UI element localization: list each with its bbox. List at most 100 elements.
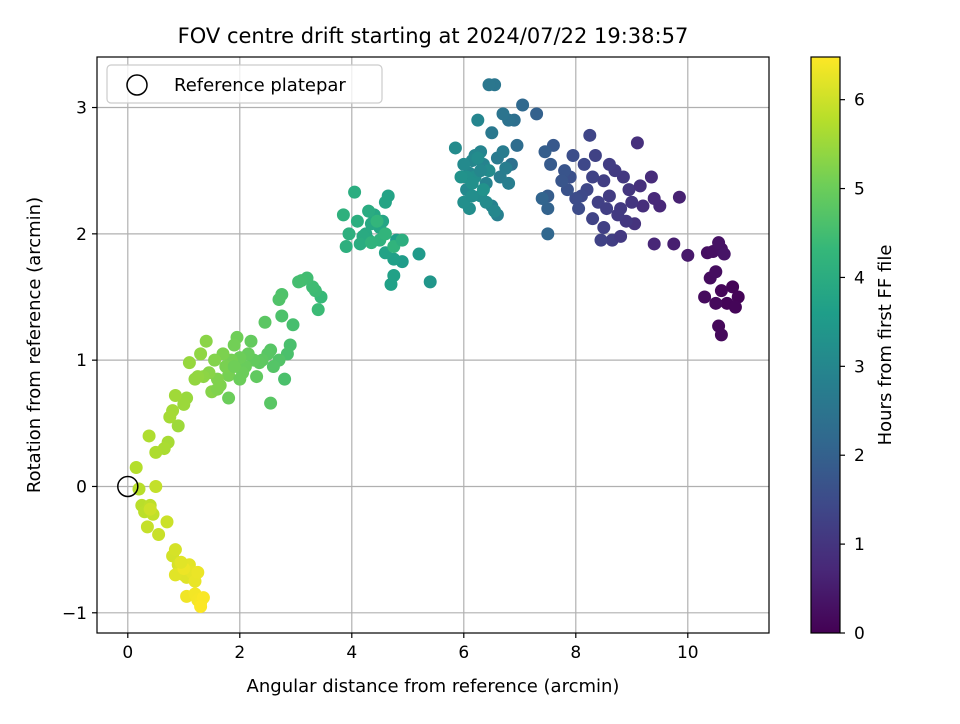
scatter-point: [244, 334, 258, 348]
x-tick-label: 0: [122, 643, 133, 663]
scatter-point: [558, 164, 572, 178]
y-tick-label: 1: [76, 351, 87, 371]
scatter-point: [572, 202, 586, 216]
scatter-point: [168, 389, 182, 403]
legend-marker-open-circle: [126, 74, 148, 96]
scatter-point: [600, 202, 614, 216]
scatter-point: [152, 527, 166, 541]
scatter-point: [378, 195, 392, 209]
scatter-point: [499, 161, 513, 175]
plot-frame: [96, 56, 770, 634]
scatter-point: [227, 338, 241, 352]
x-tick-label: 6: [458, 643, 469, 663]
colorbar-frame: [810, 56, 841, 634]
scatter-point: [625, 195, 639, 209]
scatter-point: [714, 284, 728, 298]
scatter-point: [272, 293, 286, 307]
scatter-point: [168, 543, 182, 557]
colorbar-ticks: 0 1 2 3 4 5 6: [840, 91, 865, 644]
scatter-point: [188, 372, 202, 386]
scatter-point: [182, 356, 196, 370]
chart-title: FOV centre drift starting at 2024/07/22 …: [178, 24, 689, 48]
scatter-point: [541, 227, 555, 241]
scatter-points: [129, 78, 745, 613]
scatter-point: [594, 233, 608, 247]
scatter-point: [630, 136, 644, 150]
scatter-point: [353, 237, 367, 251]
scatter-point: [583, 128, 597, 142]
scatter-point: [129, 461, 143, 475]
scatter-point: [227, 359, 241, 373]
scatter-point: [171, 419, 185, 433]
colorbar-tick-label: 3: [854, 357, 865, 377]
colorbar-tick-label: 6: [854, 91, 865, 111]
scatter-point: [143, 502, 157, 516]
y-tick-label: 2: [76, 225, 87, 245]
scatter-point: [698, 290, 712, 304]
scatter-point: [681, 248, 695, 262]
scatter-point: [448, 141, 462, 155]
scatter-point: [275, 309, 289, 323]
colorbar: [811, 57, 840, 633]
scatter-point: [199, 334, 213, 348]
scatter-point: [488, 204, 502, 218]
colorbar-tick-label: 2: [854, 446, 865, 466]
scatter-point: [286, 318, 300, 332]
scatter-point: [544, 157, 558, 171]
scatter-point: [258, 315, 272, 329]
scatter-point: [177, 397, 191, 411]
scatter-point: [482, 78, 496, 92]
scatter-point: [647, 237, 661, 251]
scatter-point: [395, 233, 409, 247]
scatter-point: [362, 204, 376, 218]
colorbar-label: Hours from first FF file: [875, 245, 896, 446]
scatter-point: [278, 372, 292, 386]
scatter-point: [350, 214, 364, 228]
scatter-point: [222, 391, 236, 405]
scatter-point: [140, 520, 154, 534]
scatter-point: [387, 269, 401, 283]
scatter-point: [250, 370, 264, 384]
legend: Reference platepar: [106, 64, 383, 104]
scatter-point: [731, 290, 745, 304]
scatter-point: [336, 208, 350, 222]
scatter-point: [474, 164, 488, 178]
scatter-point: [163, 410, 177, 424]
scatter-point: [644, 170, 658, 184]
scatter-point: [485, 126, 499, 140]
scatter-point: [264, 396, 278, 410]
x-tick-label: 8: [570, 643, 581, 663]
scatter-point: [502, 176, 516, 190]
colorbar-tick-label: 5: [854, 180, 865, 200]
y-axis-ticks: −1 0 1 2 3: [62, 99, 97, 624]
scatter-point: [510, 138, 524, 152]
scatter-point: [342, 227, 356, 241]
scatter-point: [465, 189, 479, 203]
x-tick-label: 2: [234, 643, 245, 663]
scatter-point: [541, 202, 555, 216]
scatter-point: [194, 599, 208, 613]
scatter-point: [586, 212, 600, 226]
scatter-point: [364, 236, 378, 250]
scatter-point: [614, 229, 628, 243]
scatter-point: [726, 280, 740, 294]
scatter-point: [611, 208, 625, 222]
y-axis-label: Rotation from reference (arcmin): [24, 197, 45, 493]
scatter-point: [194, 347, 208, 361]
scatter-point: [311, 303, 325, 317]
scatter-point: [535, 191, 549, 205]
scatter-point: [149, 479, 163, 493]
x-axis-ticks: 0 2 4 6 8 10: [122, 633, 699, 663]
x-tick-label: 10: [677, 643, 699, 663]
scatter-point: [465, 176, 479, 190]
scatter-point: [457, 157, 471, 171]
scatter-point: [496, 107, 510, 121]
scatter-point: [569, 191, 583, 205]
scatter-point: [423, 275, 437, 289]
y-tick-label: 3: [76, 99, 87, 119]
scatter-point: [149, 445, 163, 459]
colorbar-tick-label: 0: [854, 624, 865, 644]
scatter-point: [588, 149, 602, 163]
